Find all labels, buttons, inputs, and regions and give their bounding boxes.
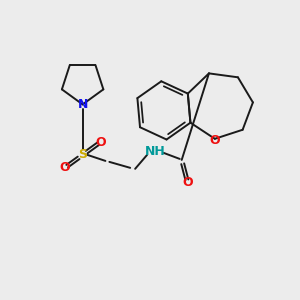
Text: O: O [59,161,70,174]
Text: N: N [77,98,88,111]
Text: O: O [95,136,106,148]
Text: NH: NH [145,146,165,158]
Text: O: O [209,134,220,147]
Text: O: O [182,176,193,189]
Text: S: S [78,148,87,161]
